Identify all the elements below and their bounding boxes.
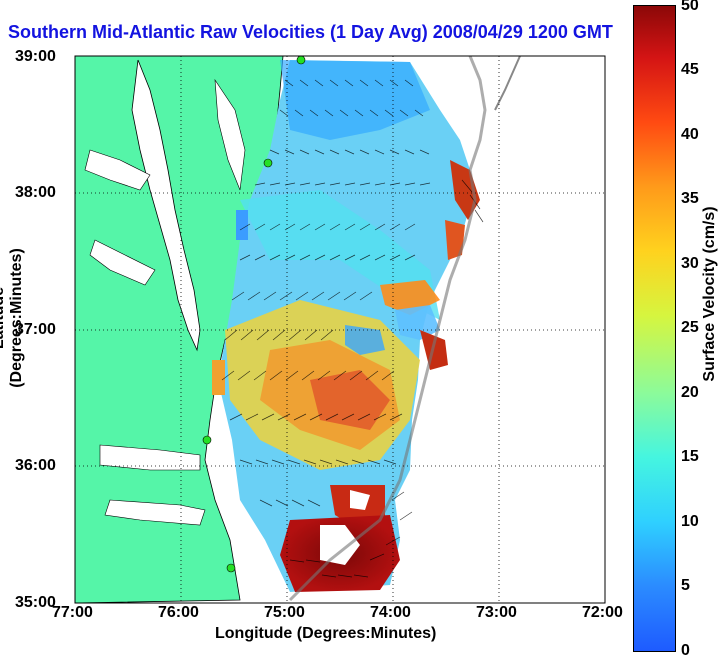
colorbar-tick: 40	[681, 126, 699, 143]
colorbar	[633, 5, 676, 652]
colorbar-tick: 35	[681, 190, 699, 207]
colorbar-tick: 0	[681, 642, 690, 659]
colorbar-tick: 10	[681, 513, 699, 530]
colorbar-tick: 30	[681, 255, 699, 272]
colorbar-tick: 25	[681, 319, 699, 336]
x-tick: 77:00	[52, 604, 93, 621]
y-tick: 39:00	[15, 48, 56, 65]
colorbar-tick: 45	[681, 61, 699, 78]
velocity-vectors	[221, 79, 484, 578]
x-tick: 76:00	[158, 604, 199, 621]
colorbar-tick: 15	[681, 448, 699, 465]
x-tick: 75:00	[264, 604, 305, 621]
y-tick: 37:00	[15, 321, 56, 338]
plot-frame	[74, 55, 606, 604]
x-tick: 72:00	[582, 604, 623, 621]
colorbar-label: Surface Velocity (cm/s)	[701, 206, 718, 382]
y-tick: 36:00	[15, 457, 56, 474]
y-tick: 35:00	[15, 594, 56, 611]
colorbar-tick: 50	[681, 0, 699, 14]
grid	[75, 56, 605, 603]
y-tick: 38:00	[15, 184, 56, 201]
y-axis-label: Latitude (Degrees:Minutes)	[0, 248, 25, 388]
colorbar-tick: 5	[681, 577, 690, 594]
x-tick: 73:00	[476, 604, 517, 621]
colorbar-tick: 20	[681, 384, 699, 401]
x-axis-label: Longitude (Degrees:Minutes)	[215, 625, 437, 642]
map-title: Southern Mid-Atlantic Raw Velocities (1 …	[8, 22, 613, 42]
x-tick: 74:00	[370, 604, 411, 621]
